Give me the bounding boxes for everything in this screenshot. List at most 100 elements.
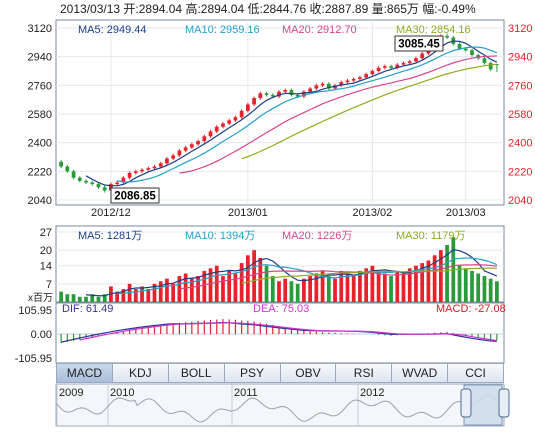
low-callout: 2086.85 (110, 187, 160, 204)
volume-bar (314, 273, 319, 302)
candle-body (333, 85, 337, 89)
volume-bar (264, 265, 269, 302)
candle-body (239, 110, 244, 118)
volume-bar (221, 276, 225, 302)
volume-ma20-line (179, 264, 497, 290)
candle-body (171, 155, 176, 159)
tab-obv[interactable]: OBV (281, 364, 337, 382)
header-text: 2013/03/13 开:2894.04 高:2894.04 低:2844.76… (60, 1, 476, 16)
volume-bar (65, 294, 70, 302)
price-axis-tick-left: 2760 (28, 80, 52, 92)
volume-bar (96, 296, 101, 302)
volume-bar (414, 265, 418, 302)
volume-bar (258, 257, 263, 302)
volume-bar (438, 250, 443, 302)
candle-body (457, 43, 462, 49)
volume-bar (90, 294, 95, 302)
macd-label: MACD: -27.08 (436, 303, 506, 315)
date-axis-tick: 2012/12 (91, 207, 131, 219)
volume-ma-label: MA20: 1226万 (282, 230, 352, 242)
candle-body (246, 104, 250, 111)
volume-bar (252, 250, 256, 302)
volume-unit-label: x百万 (28, 292, 53, 304)
volume-bar (289, 281, 294, 302)
price-axis-tick-right: 2940 (508, 52, 532, 64)
candle-body (84, 180, 88, 183)
tab-wvad[interactable]: WVAD (392, 364, 449, 382)
tab-cci[interactable]: CCI (465, 366, 486, 380)
candle-body (227, 120, 232, 124)
volume-bar (59, 291, 63, 302)
volume-bar (214, 265, 219, 302)
candle-body (289, 90, 294, 95)
price-axis-tick-left: 3120 (28, 23, 52, 35)
volume-bar (476, 273, 481, 302)
tab-kdj[interactable]: KDJ (113, 364, 169, 382)
volume-bar (158, 281, 163, 302)
tab-boll[interactable]: BOLL (169, 364, 225, 382)
volume-bar (177, 276, 182, 302)
price-axis-tick-left: 2580 (28, 109, 52, 121)
candle-body (65, 166, 70, 172)
candle-body (189, 144, 194, 148)
candle-body (258, 93, 263, 99)
volume-ma-label: MA5: 1281万 (78, 230, 142, 242)
ma10-line (117, 46, 498, 183)
candle-body (364, 74, 369, 78)
volume-bar (246, 255, 250, 302)
price-axis-tick-right: 2580 (508, 109, 532, 121)
volume-bar (389, 276, 393, 302)
candle-body (339, 82, 344, 86)
candle-body (463, 48, 468, 51)
volume-bar (370, 265, 375, 302)
candle-body (401, 63, 406, 65)
volume-ma30-line (241, 267, 497, 284)
volume-bar (302, 278, 306, 302)
price-axis-tick-right: 2400 (508, 138, 532, 150)
range-navigator[interactable] (55, 383, 505, 427)
range-handle-left[interactable] (460, 388, 472, 418)
price-axis-tick-right: 2040 (508, 195, 532, 207)
range-handle-right[interactable] (498, 388, 510, 418)
price-ma-label: MA30: 2854.16 (396, 24, 471, 36)
volume-bar (295, 283, 300, 302)
candle-body (295, 94, 300, 97)
volume-bar (202, 270, 207, 302)
candle-body (115, 182, 120, 185)
ma5-line (85, 40, 498, 187)
volume-bar (482, 276, 487, 302)
volume-axis-tick: 20 (40, 245, 52, 257)
tab-macd[interactable]: MACD (57, 364, 113, 382)
candle-body (277, 91, 281, 97)
tab-psy[interactable]: PSY (225, 364, 281, 382)
candle-body (165, 158, 169, 164)
volume-bar (102, 294, 107, 302)
candle-body (345, 80, 350, 83)
volume-axis-tick: 7 (46, 279, 52, 291)
candle-body (407, 61, 412, 64)
volume-bar (432, 255, 437, 302)
volume-bar (196, 276, 200, 302)
volume-ma-label: MA30: 1179万 (396, 230, 466, 242)
price-axis-tick-right: 2760 (508, 80, 532, 92)
volume-bar (133, 289, 138, 302)
candle-body (395, 64, 400, 68)
tab-rsi[interactable]: RSI (336, 364, 393, 382)
candle-body (414, 58, 418, 62)
candle-body (109, 184, 113, 191)
price-axis-tick-left: 2940 (28, 52, 52, 64)
volume-ma-label: MA10: 1394万 (185, 230, 255, 242)
price-axis-tick-right: 3120 (508, 23, 532, 35)
volume-bar (463, 268, 468, 302)
indicator-tabbar: MACD KDJ BOLL PSY OBV RSI WVAD CCI (56, 363, 504, 383)
navigator-year-label: 2012 (360, 387, 384, 399)
candle-body (121, 177, 126, 183)
volume-bar (283, 278, 288, 302)
volume-bar (333, 278, 337, 302)
volume-axis-tick: 27 (40, 227, 52, 239)
volume-bar (84, 296, 88, 302)
candle-body (152, 166, 157, 169)
volume-bar (208, 268, 213, 302)
volume-bar (277, 281, 281, 302)
macd-axis-tick: -105.95 (15, 353, 52, 365)
